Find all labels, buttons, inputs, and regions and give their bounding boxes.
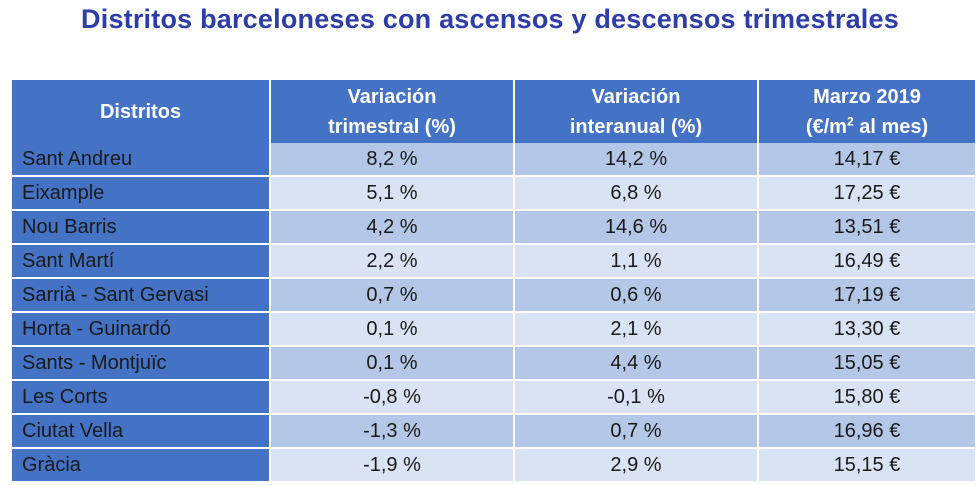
cell-variacion-trimestral: 0,1 % — [270, 311, 515, 346]
cell-variacion-trimestral: 8,2 % — [270, 143, 515, 176]
table-row: Sarrià - Sant Gervasi 0,7 % 0,6 % 17,19 € — [12, 277, 975, 312]
cell-variacion-interanual: 4,4 % — [514, 345, 759, 380]
header-variacion-interanual: Variación interanual (%) — [514, 80, 759, 143]
header-trimestral-line1: Variación — [347, 85, 437, 108]
cell-price: 15,15 € — [758, 447, 975, 481]
cell-district: Les Corts — [12, 379, 271, 414]
table-row: Sant Andreu 8,2 % 14,2 % 14,17 € — [12, 143, 975, 176]
table-row: Eixample 5,1 % 6,8 % 17,25 € — [12, 175, 975, 210]
cell-variacion-interanual: -0,1 % — [514, 379, 759, 414]
cell-variacion-interanual: 14,6 % — [514, 209, 759, 244]
table-row: Sants - Montjuïc 0,1 % 4,4 % 15,05 € — [12, 345, 975, 380]
header-distritos: Distritos — [12, 80, 271, 143]
cell-price: 16,96 € — [758, 413, 975, 448]
cell-price: 15,05 € — [758, 345, 975, 380]
cell-variacion-trimestral: -1,3 % — [270, 413, 515, 448]
cell-variacion-interanual: 0,6 % — [514, 277, 759, 312]
table-row: Gràcia -1,9 % 2,9 % 15,15 € — [12, 447, 975, 481]
cell-variacion-interanual: 2,9 % — [514, 447, 759, 481]
cell-district: Sant Andreu — [12, 143, 271, 176]
cell-variacion-interanual: 1,1 % — [514, 243, 759, 278]
cell-price: 16,49 € — [758, 243, 975, 278]
cell-district: Sant Martí — [12, 243, 271, 278]
cell-price: 14,17 € — [758, 143, 975, 176]
cell-district: Sants - Montjuïc — [12, 345, 271, 380]
header-trimestral-line2: trimestral (%) — [328, 115, 456, 138]
cell-price: 17,19 € — [758, 277, 975, 312]
header-price-line2-b: al mes) — [853, 115, 929, 138]
header-interanual-line2: interanual (%) — [569, 115, 703, 138]
cell-variacion-trimestral: -0,8 % — [270, 379, 515, 414]
table-row: Nou Barris 4,2 % 14,6 % 13,51 € — [12, 209, 975, 244]
cell-variacion-trimestral: 4,2 % — [270, 209, 515, 244]
districts-table: Distritos Variación trimestral (%) Varia… — [12, 80, 975, 481]
header-interanual-line1: Variación — [591, 85, 681, 108]
cell-district: Ciutat Vella — [12, 413, 271, 448]
header-marzo-2019: Marzo 2019 (€/m2 al mes) — [758, 80, 975, 143]
header-price-superscript: 2 — [846, 113, 854, 128]
cell-variacion-interanual: 0,7 % — [514, 413, 759, 448]
cell-variacion-trimestral: 5,1 % — [270, 175, 515, 210]
table-header-row: Distritos Variación trimestral (%) Varia… — [12, 80, 975, 143]
cell-variacion-interanual: 2,1 % — [514, 311, 759, 346]
header-price-line1: Marzo 2019 — [813, 85, 921, 108]
cell-price: 13,30 € — [758, 311, 975, 346]
cell-district: Gràcia — [12, 447, 271, 481]
header-variacion-trimestral: Variación trimestral (%) — [270, 80, 515, 143]
cell-district: Sarrià - Sant Gervasi — [12, 277, 271, 312]
cell-district: Nou Barris — [12, 209, 271, 244]
cell-variacion-interanual: 14,2 % — [514, 143, 759, 176]
table-row: Horta - Guinardó 0,1 % 2,1 % 13,30 € — [12, 311, 975, 346]
cell-district: Horta - Guinardó — [12, 311, 271, 346]
cell-variacion-trimestral: -1,9 % — [270, 447, 515, 481]
page-title: Distritos barceloneses con ascensos y de… — [81, 4, 899, 34]
cell-variacion-trimestral: 2,2 % — [270, 243, 515, 278]
table-row: Sant Martí 2,2 % 1,1 % 16,49 € — [12, 243, 975, 278]
header-price-line2-a: (€/m — [805, 115, 847, 138]
cell-district: Eixample — [12, 175, 271, 210]
cell-variacion-trimestral: 0,1 % — [270, 345, 515, 380]
header-distritos-label: Distritos — [99, 100, 182, 123]
cell-price: 17,25 € — [758, 175, 975, 210]
cell-variacion-interanual: 6,8 % — [514, 175, 759, 210]
cell-variacion-trimestral: 0,7 % — [270, 277, 515, 312]
table-row: Ciutat Vella -1,3 % 0,7 % 16,96 € — [12, 413, 975, 448]
table-row: Les Corts -0,8 % -0,1 % 15,80 € — [12, 379, 975, 414]
cell-price: 15,80 € — [758, 379, 975, 414]
cell-price: 13,51 € — [758, 209, 975, 244]
